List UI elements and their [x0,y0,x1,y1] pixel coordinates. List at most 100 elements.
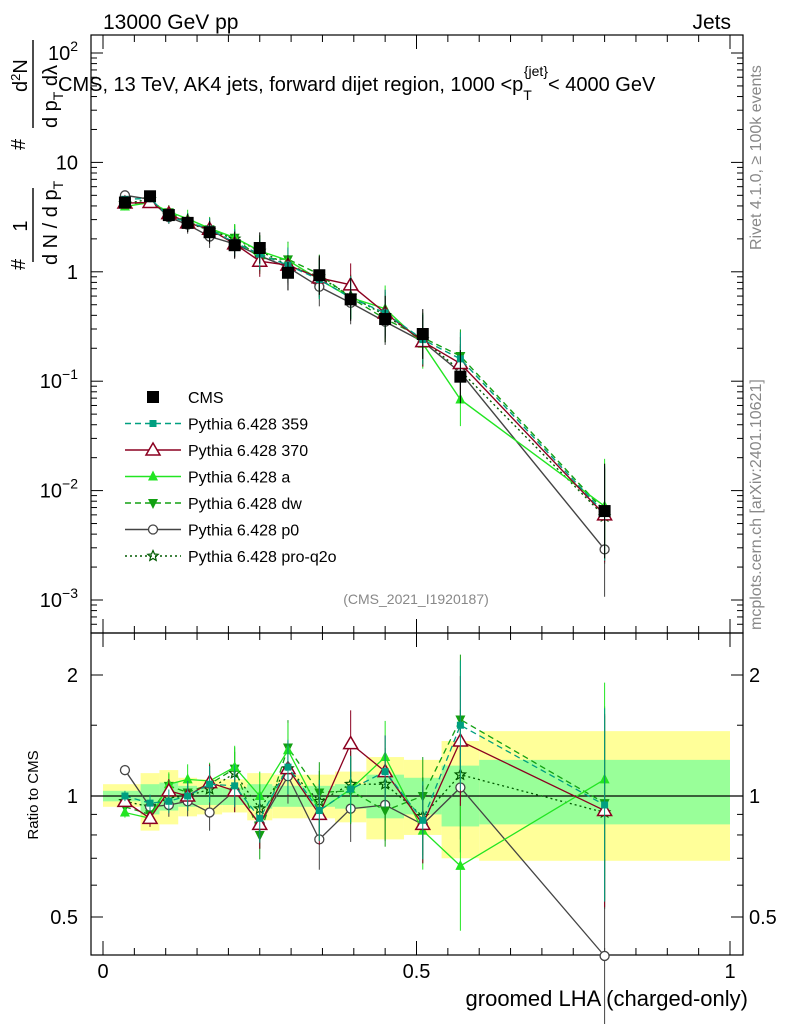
point-cms [598,505,611,518]
legend-label: Pythia 6.428 359 [188,417,308,434]
point-cms [144,190,157,203]
header-right: Jets [692,11,731,34]
ratio-point-p359 [184,792,192,800]
ratio-point-p359 [256,814,264,822]
point-cms [416,328,429,341]
ratio-ytick-label-right: 2 [749,665,760,687]
ratio-point-a [182,773,193,784]
upper-ytick-label: 10−2 [40,476,78,503]
ylabel-frac1-den: d N / d pT [40,180,66,265]
upper-series [116,190,613,597]
legend-label: Pythia 6.428 p0 [188,523,299,540]
ratio-point-p359 [347,785,355,793]
plot-title-sup: {jet} [524,63,548,79]
ylabel-frac2-num-sup: 2 [8,74,23,81]
ylabel-hash-2: # [8,138,30,150]
ratio-y-axis-title: Ratio to CMS [25,750,42,839]
legend-label: Pythia 6.428 pro-q2o [188,549,337,566]
ratio-series [116,654,613,1024]
plot-title: CMS, 13 TeV, AK4 jets, forward dijet reg… [58,63,656,103]
point-cms [253,242,266,255]
legend-entry-p370: Pythia 6.428 370 [125,441,308,460]
ratio-point-p0 [204,807,215,818]
legend-entry-p0: Pythia 6.428 p0 [125,523,299,540]
upper-ytick-exp: −1 [62,366,78,382]
point-cms [162,209,175,222]
ratio-ytick-label-left: 1 [67,786,78,808]
upper-ytick-label: 10−1 [40,366,78,393]
plot-title-tail: < 4000 GeV [548,74,656,96]
ratio-point-p370 [141,809,159,825]
ratio-point-p359 [419,816,427,824]
point-cms [228,239,241,252]
ylabel-frac2-den: d pT dλ [40,65,66,128]
series-line-p370 [124,201,606,516]
series-line-q2o [124,198,606,517]
legend: CMS Pythia 6.428 359 Pythia 6.428 370 Pythi… [125,390,337,566]
ylabel-frac1-den-main: d N / d p [40,189,62,265]
ratio-point-a [455,859,466,870]
ylabel-frac2-den-main: d p [40,100,62,128]
ratio-point-p359 [146,799,154,807]
ylabel-hash-1: # [8,258,30,270]
ratio-series-p359 [121,660,609,902]
point-cms [181,216,194,229]
upper-ytick-exp: −2 [62,476,78,492]
legend-label: Pythia 6.428 a [188,470,290,487]
legend-entry-q2o: Pythia 6.428 pro-q2o [125,548,337,566]
legend-label: Pythia 6.428 370 [188,443,308,460]
legend-marker [146,548,160,562]
upper-ytick-base: 10 [48,43,70,65]
ratio-point-p359 [231,782,239,790]
point-cms [118,196,131,209]
ratio-point-p359 [121,792,129,800]
upper-ytick-exp: 2 [70,38,78,54]
ratio-point-p359 [601,801,609,809]
point-cms [344,293,357,306]
point-cms [281,266,294,279]
ylabel-frac2-num: d2N [8,59,32,92]
upper-ytick-base: 1 [67,262,78,284]
legend-marker [147,524,159,535]
ratio-point-a [119,806,130,817]
ylabel-frac1-num: 1 [10,220,32,231]
plot-title-main: CMS, 13 TeV, AK4 jets, forward dijet reg… [58,74,523,96]
upper-ytick-label: 10 [56,152,78,174]
ylabel-frac2-num-d: d [10,81,32,92]
mcplots-label: mcplots.cern.ch [arXiv:2401.10621] [748,379,765,630]
legend-entry-p359: Pythia 6.428 359 [125,417,308,434]
legend-marker [149,420,157,427]
ratio-point-p359 [206,780,214,788]
legend-entry-a: Pythia 6.428 a [125,470,290,487]
ylabel-frac2-num-tail: N [10,59,32,73]
ratio-point-p359 [284,763,292,771]
upper-ytick-base: 10 [40,481,62,503]
ratio-point-p0 [119,764,131,776]
ratio-line-a [124,748,605,867]
header-left: 13000 GeV pp [103,11,238,34]
ratio-point-p370 [342,735,359,750]
upper-ytick-base: 10 [40,590,62,612]
ylabel-frac1-den-sub: T [50,180,66,189]
ratio-ytick-label-right: 1 [749,786,760,808]
ratio-ytick-label-left: 0.5 [50,907,78,929]
upper-ytick-label: 10−3 [40,585,78,612]
analysis-watermark: (CMS_2021_I1920187) [343,591,489,607]
legend-marker [148,499,158,509]
upper-y-axis-title: # 1 d N / d pT # d2N d pT dλ [8,40,66,270]
ratio-point-p359 [381,768,389,776]
plot-title-sub: T [523,87,532,103]
point-cms [379,313,392,326]
ylabel-frac2-den-tail: dλ [40,65,62,92]
x-axis-title: groomed LHA (charged-only) [466,986,748,1011]
series-line-p359 [124,197,606,514]
ratio-point-p359 [165,797,173,805]
xtick-label: 0 [97,961,108,983]
point-cms [313,269,326,282]
ratio-line-p359 [124,724,605,822]
legend-entry-dw: Pythia 6.428 dw [125,496,302,513]
legend-marker [144,441,162,456]
series-line-dw [124,200,606,512]
upper-ytick-label: 1 [67,262,78,284]
